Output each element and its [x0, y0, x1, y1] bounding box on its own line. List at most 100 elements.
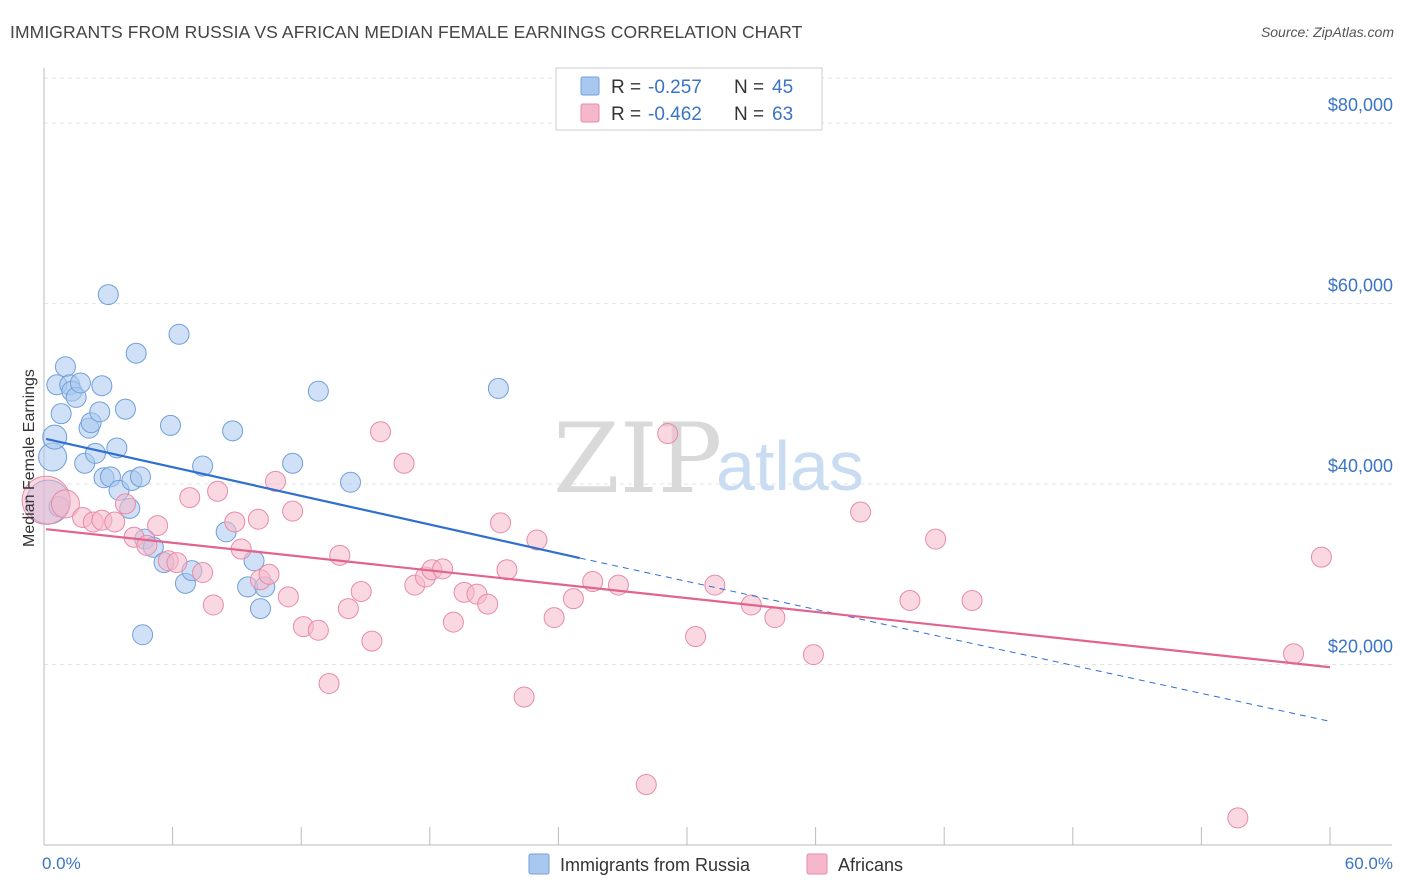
legend-swatch-africans	[580, 103, 600, 123]
legend-n-label: N =	[734, 104, 764, 125]
point-africans	[704, 574, 726, 596]
legend-r-value: -0.257	[648, 77, 702, 98]
point-africans	[925, 528, 947, 550]
point-russia	[84, 442, 106, 464]
point-africans	[657, 423, 679, 445]
point-africans	[114, 493, 136, 515]
trend-lines	[45, 437, 1331, 722]
point-africans	[490, 512, 512, 534]
point-africans	[850, 501, 872, 523]
point-africans	[282, 500, 304, 522]
x-tick-labels: 0.0% 60.0%	[42, 854, 1393, 873]
point-africans	[1283, 643, 1305, 665]
point-africans	[635, 774, 657, 796]
bottom-legend-swatch-africans	[806, 853, 828, 875]
x-tick-label: 60.0%	[1345, 854, 1393, 873]
point-africans	[802, 644, 824, 666]
point-africans	[207, 480, 229, 502]
point-russia	[132, 624, 154, 646]
point-africans	[496, 559, 518, 581]
point-russia	[50, 403, 72, 425]
trend-line-russia-extension	[579, 557, 1331, 722]
point-africans	[247, 508, 269, 530]
point-africans	[513, 686, 535, 708]
point-russia	[249, 598, 271, 620]
y-tick-label: $80,000	[1328, 95, 1393, 115]
point-russia	[307, 380, 329, 402]
point-africans	[1227, 807, 1249, 829]
point-africans	[337, 598, 359, 620]
point-russia	[339, 471, 361, 493]
y-tick-label: $40,000	[1328, 456, 1393, 476]
point-africans	[685, 626, 707, 648]
legend-r-label: R =	[611, 104, 641, 125]
point-russia	[69, 372, 91, 394]
y-tick-label: $20,000	[1328, 637, 1393, 657]
point-africans	[370, 421, 392, 443]
point-russia	[42, 424, 68, 450]
point-africans	[1310, 546, 1332, 568]
point-russia	[125, 342, 147, 364]
point-russia	[192, 455, 214, 477]
x-tick-label: 0.0%	[42, 854, 81, 873]
point-russia	[168, 323, 190, 345]
point-russia	[91, 375, 113, 397]
watermark-atlas: atlas	[716, 427, 864, 505]
legend-n-value: 45	[772, 77, 793, 98]
point-africans	[50, 489, 80, 519]
point-africans	[899, 589, 921, 611]
point-russia	[129, 466, 151, 488]
point-africans	[202, 594, 224, 616]
point-russia	[159, 414, 181, 436]
chart-source: Source: ZipAtlas.com	[1260, 24, 1394, 40]
point-africans	[961, 589, 983, 611]
point-africans	[393, 452, 415, 474]
point-africans	[104, 511, 126, 533]
point-africans	[318, 672, 340, 694]
legend-box: R = -0.257 N = 45 R = -0.462 N = 63	[555, 67, 823, 131]
bottom-legend-label-africans: Africans	[838, 855, 903, 875]
point-africans	[526, 529, 548, 551]
point-africans	[543, 607, 565, 629]
point-russia	[54, 356, 76, 378]
point-africans	[350, 580, 372, 602]
bottom-legend: Immigrants from Russia Africans	[528, 853, 903, 875]
point-russia	[282, 452, 304, 474]
point-africans	[764, 607, 786, 629]
point-africans	[477, 593, 499, 615]
legend-n-value: 63	[772, 104, 793, 125]
point-russia	[97, 284, 119, 306]
point-africans	[562, 588, 584, 610]
point-africans	[192, 561, 214, 583]
point-russia	[222, 420, 244, 442]
point-africans	[166, 552, 188, 574]
point-africans	[361, 630, 383, 652]
watermark: ZIP atlas	[553, 403, 864, 515]
point-africans	[179, 487, 201, 509]
legend-n-label: N =	[734, 77, 764, 98]
legend-r-value: -0.462	[648, 104, 702, 125]
bottom-legend-label-russia: Immigrants from Russia	[560, 855, 751, 875]
chart-title: IMMIGRANTS FROM RUSSIA VS AFRICAN MEDIAN…	[10, 22, 803, 42]
data-points	[21, 284, 1332, 829]
point-africans	[432, 558, 454, 580]
point-russia	[89, 401, 111, 423]
point-africans	[277, 586, 299, 608]
point-africans	[258, 563, 280, 585]
point-africans	[147, 515, 169, 537]
point-africans	[307, 619, 329, 641]
trend-line-africans	[46, 528, 1331, 669]
legend-swatch-russia	[580, 76, 600, 96]
y-tick-label: $60,000	[1328, 276, 1393, 296]
bottom-legend-swatch-russia	[528, 853, 550, 875]
watermark-zip: ZIP	[553, 403, 722, 515]
y-tick-labels: $20,000 $40,000 $60,000 $80,000	[1328, 95, 1393, 656]
legend-r-label: R =	[611, 77, 641, 98]
point-africans	[224, 511, 246, 533]
point-africans	[264, 470, 286, 492]
y-axis-title: Median Female Earnings	[21, 369, 38, 547]
point-russia	[114, 398, 136, 420]
trend-line-russia	[45, 437, 581, 560]
point-russia	[487, 377, 509, 399]
